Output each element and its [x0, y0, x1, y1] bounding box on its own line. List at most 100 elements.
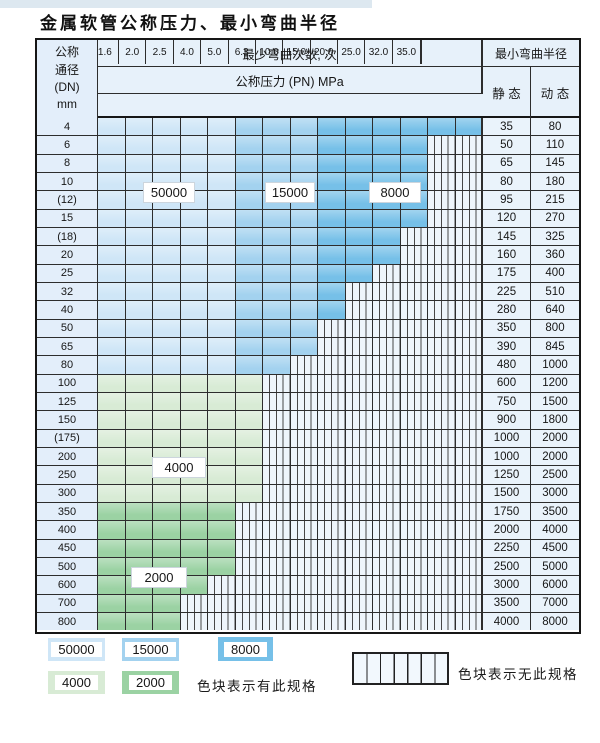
no-spec-cell — [318, 539, 346, 557]
no-spec-cell — [318, 557, 346, 576]
no-spec-cell — [428, 154, 456, 172]
no-spec-cell — [345, 429, 373, 447]
spec-cell-15000-cycles — [263, 136, 291, 154]
spec-cell-4000-cycles — [208, 392, 236, 411]
spec-cell-8000-cycles — [373, 246, 401, 264]
spec-cell-8000-cycles — [345, 154, 373, 172]
spec-cell-50000-cycles — [98, 319, 126, 337]
no-spec-cell — [455, 282, 483, 301]
no-spec-cell — [428, 209, 456, 227]
spec-cell-50000-cycles — [125, 319, 153, 337]
no-spec-cell — [428, 557, 456, 576]
static-radius-value: 3500 — [483, 594, 531, 612]
static-radius-value: 4000 — [483, 612, 531, 631]
dn-value: 450 — [37, 539, 98, 557]
spec-cell-2000-cycles — [153, 539, 181, 557]
legend-note-no-spec: 色块表示无此规格 — [458, 667, 578, 682]
spec-cell-4000-cycles — [125, 411, 153, 429]
no-spec-cell — [263, 411, 291, 429]
no-spec-cell — [455, 337, 483, 356]
no-spec-cell — [208, 612, 236, 631]
spec-cell-50000-cycles — [180, 118, 208, 136]
spec-cell-4000-cycles — [98, 484, 126, 502]
static-radius-value: 145 — [483, 227, 531, 246]
no-spec-cell — [373, 301, 401, 319]
spec-cell-15000-cycles — [263, 356, 291, 374]
spec-cell-50000-cycles — [98, 301, 126, 319]
no-spec-cell — [263, 502, 291, 521]
spec-cell-50000-cycles — [98, 337, 126, 356]
spec-cell-4000-cycles — [208, 466, 236, 484]
table-row: 25 175 400 — [37, 264, 579, 283]
dynamic-radius-value: 80 — [531, 118, 579, 136]
spec-cell-4000-cycles — [180, 374, 208, 392]
pressure-column-header: 10.0 — [256, 40, 284, 64]
spec-cell-50000-cycles — [153, 282, 181, 301]
spec-cell-50000-cycles — [125, 154, 153, 172]
spec-cell-4000-cycles — [180, 411, 208, 429]
no-spec-cell — [400, 301, 428, 319]
spec-cell-15000-cycles — [235, 282, 263, 301]
spec-cell-8000-cycles — [318, 191, 346, 209]
no-spec-cell — [290, 466, 318, 484]
spec-cell-15000-cycles — [235, 227, 263, 246]
spec-cell-4000-cycles — [153, 429, 181, 447]
table-row: 350 1750 3500 — [37, 502, 579, 522]
no-spec-cell — [455, 319, 483, 337]
spec-cell-4000-cycles — [180, 429, 208, 447]
spec-cell-4000-cycles — [208, 447, 236, 466]
table-row: 450 2250 4500 — [37, 539, 579, 558]
no-spec-cell — [345, 576, 373, 594]
no-spec-cell — [373, 502, 401, 521]
no-spec-cell — [318, 484, 346, 502]
no-spec-cell — [263, 466, 291, 484]
no-spec-cell — [318, 466, 346, 484]
no-spec-cell — [428, 447, 456, 466]
pressure-column-header: 1.6 — [92, 40, 120, 64]
spec-cell-8000-cycles — [345, 118, 373, 136]
spec-cell-2000-cycles — [208, 502, 236, 521]
spec-cell-8000-cycles — [345, 209, 373, 227]
no-spec-cell — [455, 209, 483, 227]
no-spec-cell — [455, 484, 483, 502]
pressure-column-header: 35.0 — [396, 46, 417, 58]
spec-cell-2000-cycles — [153, 502, 181, 521]
spec-cell-8000-cycles — [400, 136, 428, 154]
no-spec-cell — [373, 576, 401, 594]
dynamic-radius-value: 3000 — [531, 484, 579, 502]
spec-cell-50000-cycles — [153, 337, 181, 356]
spec-cell-8000-cycles — [373, 136, 401, 154]
dynamic-radius-value: 2000 — [531, 429, 579, 447]
no-spec-cell — [345, 356, 373, 374]
spec-cell-50000-cycles — [180, 356, 208, 374]
spec-cell-50000-cycles — [208, 136, 236, 154]
no-spec-cell — [428, 337, 456, 356]
table-row: 150 900 1800 — [37, 411, 579, 430]
no-spec-cell — [455, 429, 483, 447]
no-spec-cell — [290, 411, 318, 429]
no-spec-cell — [428, 612, 456, 631]
static-radius-value: 2000 — [483, 521, 531, 539]
spec-cell-50000-cycles — [208, 191, 236, 209]
legend-swatch-label: 8000 — [224, 641, 267, 657]
legend-swatch-label: 50000 — [51, 642, 102, 657]
no-spec-cell — [455, 612, 483, 631]
static-radius-value: 120 — [483, 209, 531, 227]
no-spec-cell — [290, 521, 318, 539]
static-radius-value: 600 — [483, 374, 531, 392]
no-spec-cell — [373, 612, 401, 631]
spec-cell-4000-cycles — [235, 392, 263, 411]
no-spec-cell — [235, 502, 263, 521]
legend-swatch-50000: 50000 — [48, 638, 105, 661]
no-spec-cell — [318, 356, 346, 374]
no-spec-cell — [345, 557, 373, 576]
spec-cell-15000-cycles — [290, 337, 318, 356]
no-spec-cell — [428, 521, 456, 539]
no-spec-cell — [235, 557, 263, 576]
no-spec-cell — [373, 264, 401, 282]
no-spec-cell — [318, 521, 346, 539]
table-row: 600 3000 6000 — [37, 576, 579, 595]
no-spec-pattern-swatch — [352, 652, 449, 685]
spec-cell-15000-cycles — [263, 282, 291, 301]
spec-cell-4000-cycles — [125, 466, 153, 484]
